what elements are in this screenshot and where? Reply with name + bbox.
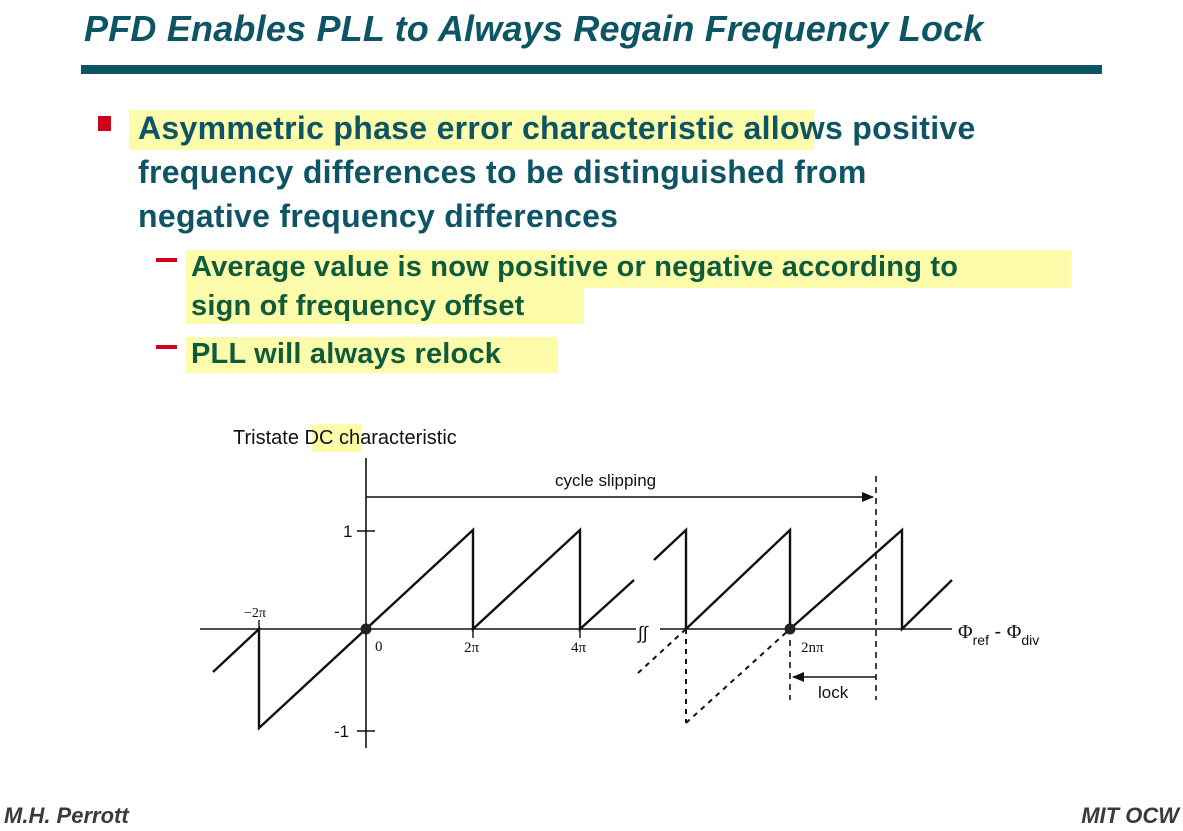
main-bullet-line1: Asymmetric phase error characteristic al…	[138, 110, 976, 147]
x-tick-label-zero: 0	[375, 639, 383, 655]
figure-caption: Tristate DC characteristic	[233, 427, 457, 449]
x-tick-label-neg2pi: −2π	[244, 606, 266, 621]
highlight-sub1-line2	[186, 288, 584, 324]
dashed-curve-ramp	[685, 628, 791, 724]
y-tick-label-1: 1	[343, 522, 352, 541]
footer-author: M.H. Perrott	[4, 803, 129, 828]
dashed-curve-lead	[637, 628, 687, 674]
lock-label: lock	[818, 683, 849, 702]
y-tick-label-minus1: -1	[334, 722, 349, 741]
caption-highlight	[312, 424, 362, 452]
sawtooth-curve-left	[212, 527, 635, 731]
main-bullet-line2: frequency differences to be distinguishe…	[138, 154, 867, 190]
operating-point-2npi	[784, 623, 796, 635]
sub-bullet-1-line1: Average value is now positive or negativ…	[191, 251, 959, 283]
main-bullet-highlighted-text: Asymmetric phase error characteristic	[138, 110, 735, 146]
highlight-sub2	[186, 337, 558, 373]
x-tick-label-4pi: 4π	[571, 640, 587, 656]
x-axis-label: Φref - Φdiv	[958, 621, 1039, 648]
bullet-square-icon	[98, 116, 111, 131]
highlight-sub1-line1	[186, 250, 1071, 288]
slide-title: PFD Enables PLL to Always Regain Frequen…	[84, 8, 984, 49]
highlight-main	[129, 110, 814, 150]
sub-bullet-dash-icon	[156, 345, 177, 349]
sub-bullet-dash-icon	[156, 258, 177, 262]
x-axis-break-icon: ∫∫	[636, 623, 649, 643]
sub-bullet-1-line2: sign of frequency offset	[191, 290, 525, 322]
x-tick-label-2npi: 2nπ	[801, 640, 824, 656]
cycle-slipping-label: cycle slipping	[555, 471, 656, 490]
operating-point-origin	[360, 623, 372, 635]
sub-bullet-2: PLL will always relock	[191, 338, 502, 370]
sawtooth-curve-right-upper	[653, 527, 953, 632]
main-bullet-text: allows positive	[734, 110, 976, 146]
main-bullet-line3: negative frequency differences	[138, 198, 619, 234]
x-tick-label-2pi: 2π	[464, 640, 480, 656]
footer-source: MIT OCW	[1081, 803, 1179, 828]
title-underline	[81, 65, 1102, 74]
